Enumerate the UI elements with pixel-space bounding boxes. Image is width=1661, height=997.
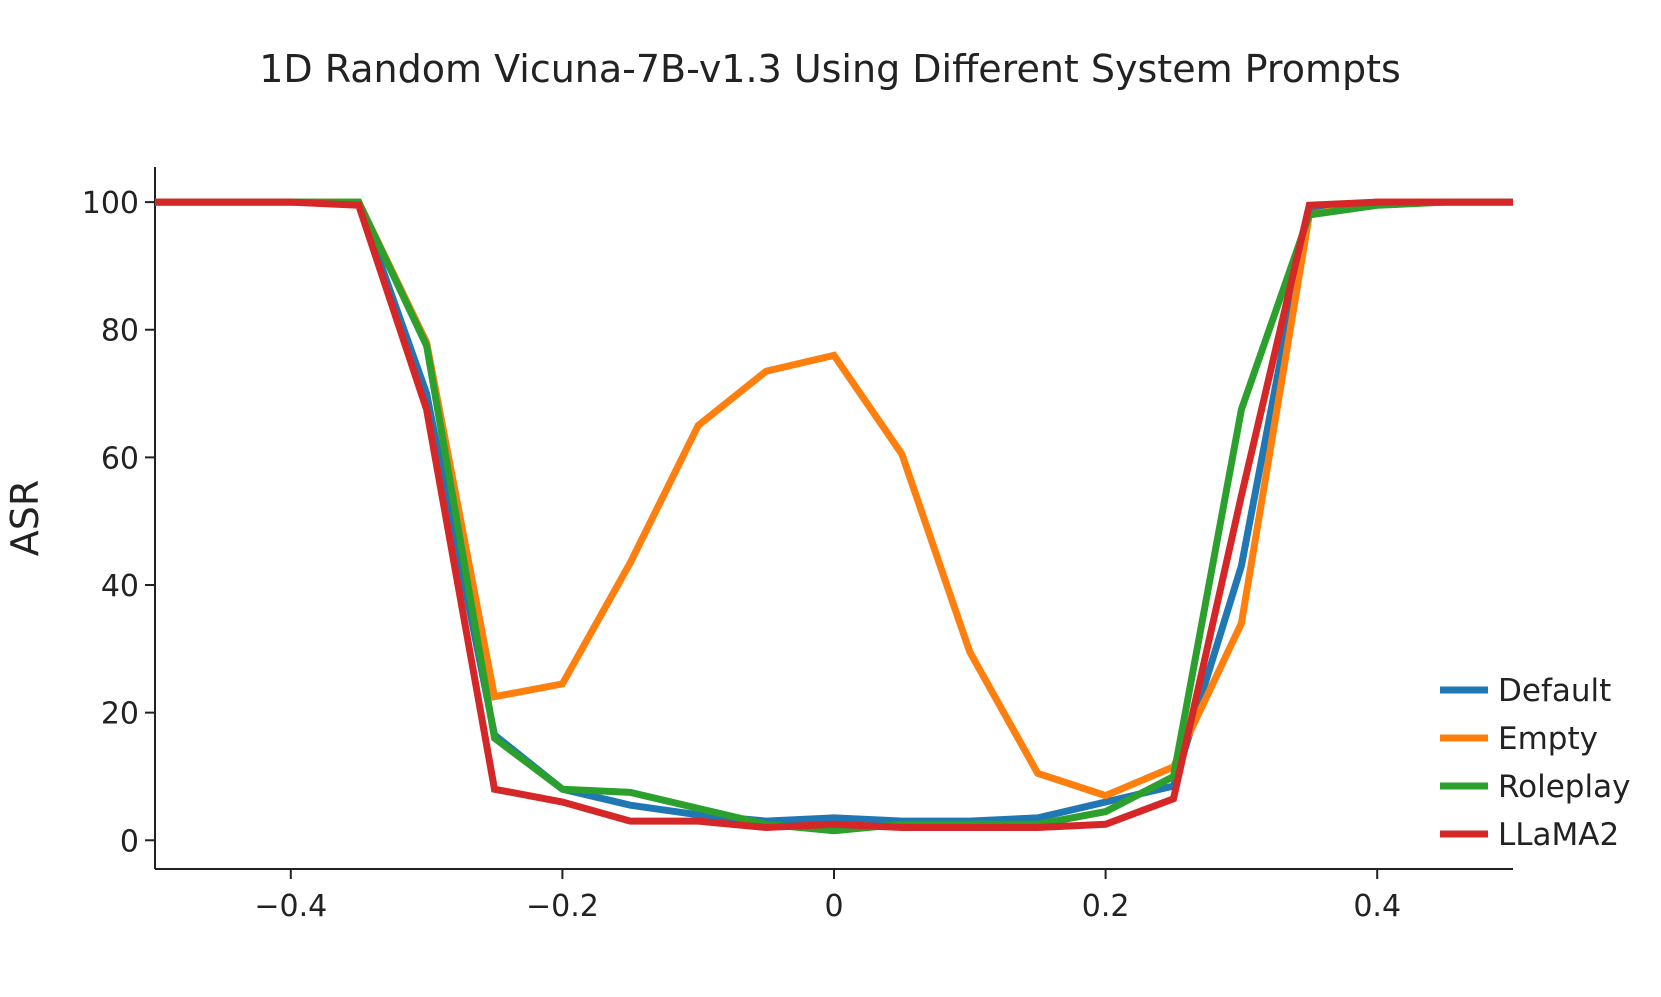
y-tick-label: 20 [101,697,139,732]
y-ticks: 0 20 40 60 80 100 [82,186,155,859]
y-tick-label: 40 [101,569,139,604]
legend-label-empty: Empty [1498,721,1598,757]
x-tick-label: 0.4 [1353,889,1401,924]
chart-title: 1D Random Vicuna-7B-v1.3 Using Different… [259,47,1401,91]
legend-label-default: Default [1498,673,1611,709]
legend: Default Empty Roleplay LLaMA2 [1440,673,1630,853]
x-tick-label: 0.2 [1082,889,1130,924]
legend-label-roleplay: Roleplay [1498,769,1630,805]
series-lines [155,198,1513,835]
y-axis-label: ASR [3,480,47,557]
x-ticks: −0.4 −0.2 0 0.2 0.4 [254,869,1401,924]
y-tick-label: 80 [101,314,139,349]
x-tick-label: 0 [824,889,843,924]
y-tick-label: 60 [101,441,139,476]
y-tick-label: 0 [120,824,139,859]
series-line-roleplay [155,198,1513,835]
legend-label-llama2: LLaMA2 [1498,817,1619,853]
series-line-default [155,198,1513,825]
series-line-empty [155,198,1513,800]
x-tick-label: −0.2 [526,889,599,924]
y-tick-label: 100 [82,186,139,221]
series-line-llama2 [155,198,1513,832]
x-tick-label: −0.4 [254,889,327,924]
